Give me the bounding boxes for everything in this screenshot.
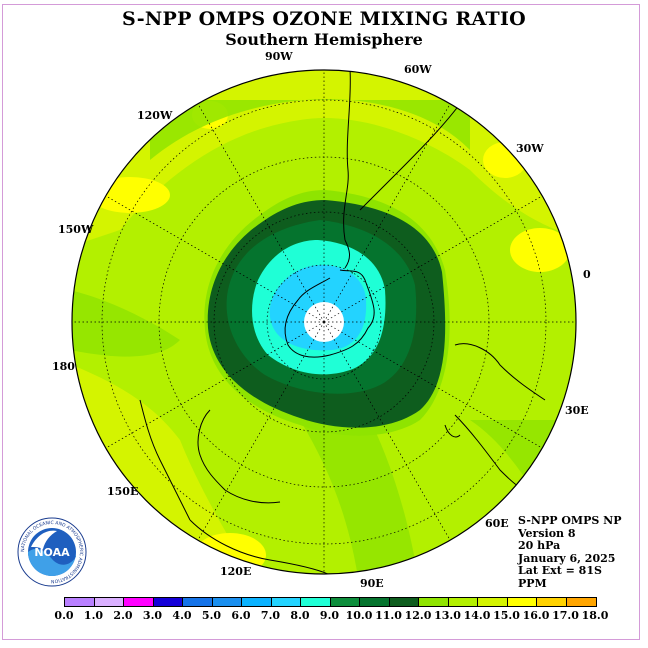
antarctica-coast (284, 269, 375, 358)
colorbar-tick-label: 9.0 (319, 609, 340, 622)
colorbar-segment (271, 598, 301, 606)
colorbar (64, 597, 597, 607)
colorbar-segment (389, 598, 419, 606)
colorbar-tick-label: 4.0 (172, 609, 192, 622)
colorbar-segment (153, 598, 183, 606)
lon-label-60e: 60E (485, 517, 509, 530)
noaa-logo: NOAA NATIONAL OCEANIC AND ATMOSPHERIC AD… (17, 517, 87, 587)
lon-label-0: 0 (583, 268, 591, 281)
colorbar-segment (301, 598, 331, 606)
colorbar-segment (507, 598, 537, 606)
colorbar-segment (360, 598, 390, 606)
madagascar (444, 424, 461, 438)
colorbar-tick-label: 11.0 (375, 609, 402, 622)
page-frame (2, 4, 640, 640)
ozone-field (72, 70, 576, 574)
colorbar-segment (448, 598, 478, 606)
lon-label-180: 180 (52, 360, 75, 373)
colorbar-tick-label: 12.0 (404, 609, 432, 622)
page-title: S-NPP OMPS OZONE MIXING RATIO (121, 8, 527, 30)
colorbar-segment (212, 598, 242, 606)
colorbar-tick-label: 17.0 (552, 609, 579, 622)
colorbar-tick-label: 2.0 (113, 609, 133, 622)
coastlines (139, 70, 546, 574)
page-subtitle: Southern Hemisphere (225, 30, 423, 49)
colorbar-tick-label: 10.0 (345, 609, 373, 622)
info-line: PPM (518, 576, 547, 590)
colorbar-segment (478, 598, 508, 606)
lon-label-90w: 90W (265, 50, 293, 63)
lon-label-30e: 30E (565, 404, 589, 417)
colorbar-tick-label: 7.0 (260, 609, 281, 622)
lon-label-90e: 90E (360, 577, 384, 590)
new-zealand (139, 399, 191, 521)
colorbar-segment (242, 598, 272, 606)
colorbar-tick-label: 5.0 (201, 609, 222, 622)
australia-west (197, 409, 281, 504)
colorbar-tick-label: 1.0 (83, 609, 104, 622)
info-line: January 6, 2025 (518, 551, 616, 565)
colorbar-ticks: 0.0 1.0 2.0 3.0 4.0 5.0 6.0 7.0 8.0 9.0 10.0 11.0 12… (0, 609, 648, 623)
colorbar-tick-label: 8.0 (290, 609, 310, 622)
lon-label-120e: 120E (220, 565, 251, 578)
lon-label-60w: 60W (404, 63, 432, 76)
lon-label-30w: 30W (516, 142, 544, 155)
colorbar-tick-label: 15.0 (493, 609, 520, 622)
info-line: S-NPP OMPS NP (518, 514, 622, 527)
colorbar-tick-label: 14.0 (463, 609, 491, 622)
australia-south (189, 519, 331, 574)
colorbar-segment (537, 598, 567, 606)
field-spot-yellow-1 (90, 177, 170, 213)
south-america-east (359, 89, 471, 211)
map-boundary (71, 69, 577, 575)
africa-coast (454, 343, 546, 401)
field-spot-yellow-3 (510, 228, 570, 272)
product-info: S-NPP OMPS NP Version 8 20 hPa January 6… (518, 514, 622, 590)
colorbar-tick-label: 0.0 (54, 609, 74, 622)
info-line: Version 8 (518, 526, 576, 540)
south-america-coast (343, 70, 351, 241)
colorbar-segment (419, 598, 449, 606)
colorbar-segment (566, 598, 596, 606)
logo-text: NOAA (34, 546, 70, 559)
info-line: 20 hPa (518, 539, 561, 552)
field-band-green-top (150, 99, 470, 160)
colorbar-tick-label: 18.0 (581, 609, 609, 622)
lon-label-150w: 150W (58, 223, 94, 236)
lon-label-150e: 150E (107, 485, 138, 498)
field-band-green-left (72, 290, 180, 357)
colorbar-tick-label: 16.0 (522, 609, 550, 622)
colorbar-segment (65, 598, 95, 606)
info-line: Lat Ext = 81S (518, 564, 602, 577)
antarctic-peninsula (344, 239, 350, 269)
colorbar-tick-label: 13.0 (434, 609, 461, 622)
colorbar-tick-label: 3.0 (142, 609, 163, 622)
field-band-green-bottom (300, 420, 420, 574)
colorbar-segment (183, 598, 213, 606)
colorbar-segment (124, 598, 154, 606)
colorbar-tick-label: 6.0 (231, 609, 251, 622)
colorbar-segment (330, 598, 360, 606)
longitude-labels: 0 30E 60E 90E 120E 150E 180 150W 120W 90… (52, 50, 591, 590)
colorbar-segment (94, 598, 124, 606)
lon-label-120w: 120W (137, 109, 173, 122)
